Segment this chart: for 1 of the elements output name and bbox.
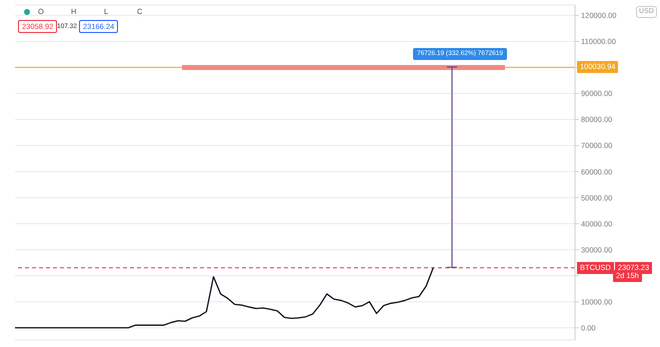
line-series bbox=[14, 267, 434, 328]
